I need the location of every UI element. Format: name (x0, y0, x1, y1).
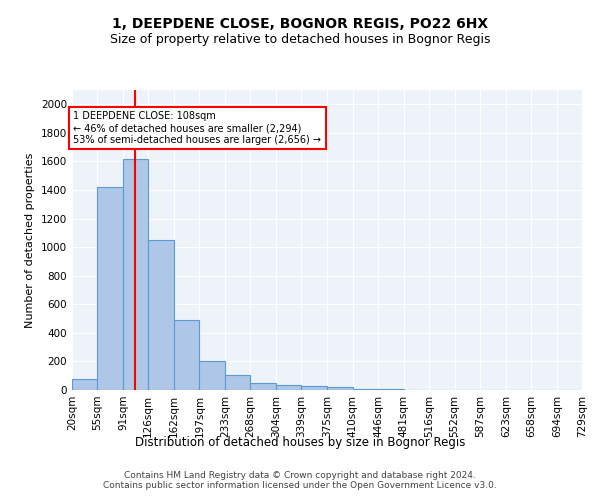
Bar (276, 385, 301, 390)
Text: 1 DEEPDENE CLOSE: 108sqm
← 46% of detached houses are smaller (2,294)
53% of sem: 1 DEEPDENE CLOSE: 108sqm ← 46% of detach… (73, 112, 322, 144)
Bar (250, 383, 276, 390)
Bar (328, 388, 353, 390)
Bar (174, 320, 199, 390)
Y-axis label: Number of detached properties: Number of detached properties (25, 152, 35, 328)
Bar (353, 388, 379, 390)
Bar (72, 378, 97, 390)
Text: Distribution of detached houses by size in Bognor Regis: Distribution of detached houses by size … (135, 436, 465, 449)
Text: Size of property relative to detached houses in Bognor Regis: Size of property relative to detached ho… (110, 32, 490, 46)
Bar (199, 360, 225, 390)
Text: 1, DEEPDENE CLOSE, BOGNOR REGIS, PO22 6HX: 1, DEEPDENE CLOSE, BOGNOR REGIS, PO22 6H… (112, 18, 488, 32)
Bar (225, 375, 250, 390)
Text: Contains public sector information licensed under the Open Government Licence v3: Contains public sector information licen… (103, 482, 497, 490)
Bar (301, 386, 328, 390)
Bar (97, 187, 123, 390)
Bar (148, 240, 174, 390)
Text: Contains HM Land Registry data © Crown copyright and database right 2024.: Contains HM Land Registry data © Crown c… (124, 472, 476, 480)
Bar (123, 158, 148, 390)
